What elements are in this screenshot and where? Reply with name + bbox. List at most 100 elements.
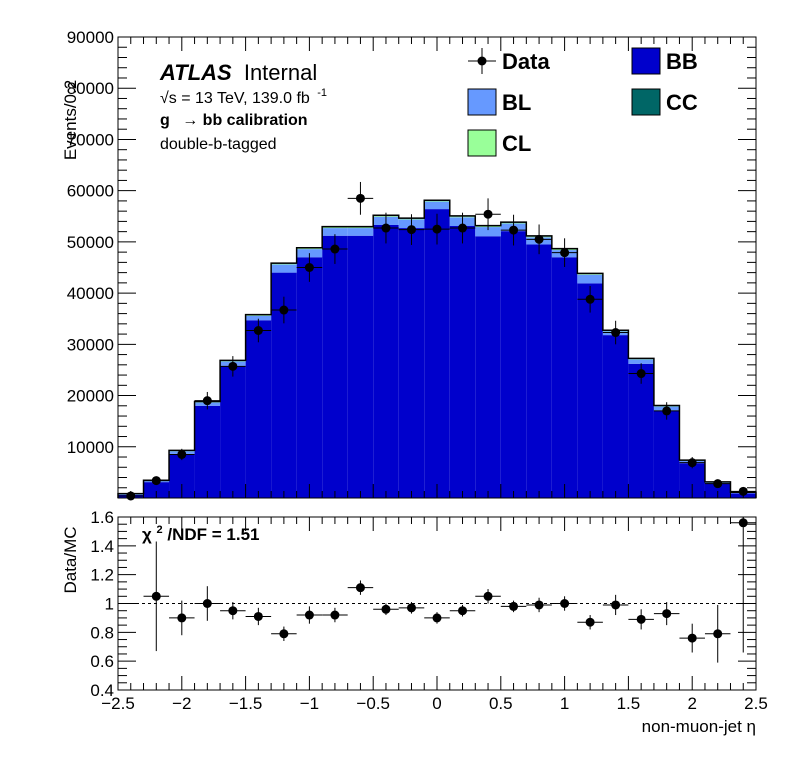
ratio-y-tick-label: 1.2 xyxy=(90,566,114,585)
data-point-9 xyxy=(347,181,374,215)
x-tick-label: 1 xyxy=(560,694,569,713)
ratio-panel: 0.4 0.6 0.8 1 1.2 1.4 1.6 −2.5 −2 −1.5 −1 −0.5 0 0.5 1… xyxy=(61,508,768,736)
bar-cl-9 xyxy=(347,227,374,229)
legend-label-bb: BB xyxy=(666,49,698,74)
bar-bb-8 xyxy=(322,235,348,498)
bar-bb-5 xyxy=(245,320,272,498)
data-point-4 xyxy=(220,356,246,377)
main-y-tick-label: 60000 xyxy=(67,182,114,201)
bar-bb-11 xyxy=(398,228,425,498)
legend-entry-data: Data xyxy=(468,48,550,74)
bar-bb-3 xyxy=(194,405,221,498)
main-y-axis-label: Events/0.2 xyxy=(61,80,80,160)
data-point-2 xyxy=(169,448,195,461)
data-point-11 xyxy=(398,214,425,245)
data-point-16 xyxy=(526,224,552,255)
data-point-22 xyxy=(679,457,705,469)
bar-bb-21 xyxy=(653,410,680,498)
ratio-point-0 xyxy=(143,541,170,652)
data-point-14 xyxy=(475,198,501,231)
process-label: → bb calibration xyxy=(182,112,307,129)
main-axis-ticks: 10000 20000 30000 40000 50000 60000 70000 80000… xyxy=(67,28,757,499)
bar-cl-5 xyxy=(245,315,272,316)
ratio-y-tick-label: 0.8 xyxy=(90,623,114,642)
svg-text:g → bb calibration: g → bb calibration xyxy=(160,112,308,129)
ratio-point-6 xyxy=(296,606,323,624)
data-point-12 xyxy=(424,213,450,245)
lumi-exponent: -1 xyxy=(317,87,327,99)
ratio-y-tick-label: 0.4 xyxy=(90,681,114,700)
data-point-19 xyxy=(602,320,629,345)
bar-bb-10 xyxy=(373,224,399,499)
bar-bb-17 xyxy=(551,257,578,498)
data-point-1 xyxy=(143,476,170,486)
bar-bb-14 xyxy=(475,236,501,498)
data-point-17 xyxy=(551,238,578,267)
chi2-symbol: χ xyxy=(142,525,152,544)
ratio-point-7 xyxy=(322,607,348,623)
x-tick-label: 0 xyxy=(432,694,441,713)
process-g-label: g xyxy=(160,112,170,129)
x-tick-label: 1.5 xyxy=(617,694,641,713)
legend-entry-cc: CC xyxy=(631,88,698,116)
bar-bl-18 xyxy=(577,274,603,284)
data-point-23 xyxy=(704,479,731,489)
ratio-point-11 xyxy=(424,612,450,624)
main-y-tick-label: 30000 xyxy=(67,335,114,354)
x-tick-label: 2 xyxy=(687,694,696,713)
data-point-3 xyxy=(194,391,221,410)
atlas-label: ATLAS xyxy=(159,60,232,85)
bar-bl-12 xyxy=(424,201,450,210)
data-point-13 xyxy=(449,212,476,244)
data-point-21 xyxy=(653,402,680,420)
bar-bl-9 xyxy=(347,228,374,236)
ratio-point-2 xyxy=(194,586,221,621)
bar-bb-9 xyxy=(347,235,374,498)
svg-text:χ 2 /NDF = 1.51: χ 2 /NDF = 1.51 xyxy=(142,518,260,544)
data-point-6 xyxy=(271,296,297,324)
data-point-7 xyxy=(296,253,323,282)
bar-cl-7 xyxy=(296,248,323,250)
ratio-point-18 xyxy=(602,594,629,616)
ratio-point-8 xyxy=(347,580,374,595)
ratio-point-20 xyxy=(653,602,680,626)
bar-cl-6 xyxy=(271,263,297,265)
ratio-point-19 xyxy=(628,609,654,630)
main-y-tick-label: 80000 xyxy=(67,79,114,98)
ratio-point-1 xyxy=(169,600,195,636)
ratio-point-3 xyxy=(220,602,246,620)
main-y-tick-label: 90000 xyxy=(67,28,114,47)
main-y-tick-label: 50000 xyxy=(67,233,114,252)
bar-bb-4 xyxy=(220,365,246,498)
bar-bl-20 xyxy=(628,359,654,364)
ratio-point-17 xyxy=(577,615,603,630)
legend-entry-cl: CL xyxy=(467,129,531,157)
legend-label-cl: CL xyxy=(502,131,531,156)
x-tick-label: −0.5 xyxy=(356,694,390,713)
x-axis-label: non-muon-jet η xyxy=(642,717,756,736)
legend-swatch-cl xyxy=(467,129,497,157)
legend-swatch-bl xyxy=(467,88,497,116)
legend-entry-bl: BL xyxy=(467,88,531,116)
ratio-point-4 xyxy=(245,607,272,626)
bar-bl-14 xyxy=(475,227,501,237)
ratio-point-5 xyxy=(271,626,297,641)
bar-bb-19 xyxy=(602,335,629,498)
selection-label: double-b-tagged xyxy=(160,136,277,153)
bar-bb-16 xyxy=(526,244,552,498)
chi2-exponent: 2 xyxy=(157,524,163,536)
bar-bb-13 xyxy=(449,226,476,498)
ratio-point-16 xyxy=(551,596,578,611)
x-tick-label: −1.5 xyxy=(229,694,263,713)
legend-label-cc: CC xyxy=(666,90,698,115)
ratio-point-12 xyxy=(449,604,476,617)
ratio-point-9 xyxy=(373,603,399,616)
data-point-5 xyxy=(245,318,272,343)
bar-bb-18 xyxy=(577,283,603,498)
data-point-8 xyxy=(322,234,348,264)
ratio-point-14 xyxy=(500,600,527,613)
svg-text:ATLAS Internal: ATLAS Internal xyxy=(159,60,317,85)
ratio-y-tick-label: 1 xyxy=(105,595,114,614)
ratio-point-10 xyxy=(398,602,425,614)
energy-lumi-label: √s = 13 TeV, 139.0 fb xyxy=(160,90,310,107)
